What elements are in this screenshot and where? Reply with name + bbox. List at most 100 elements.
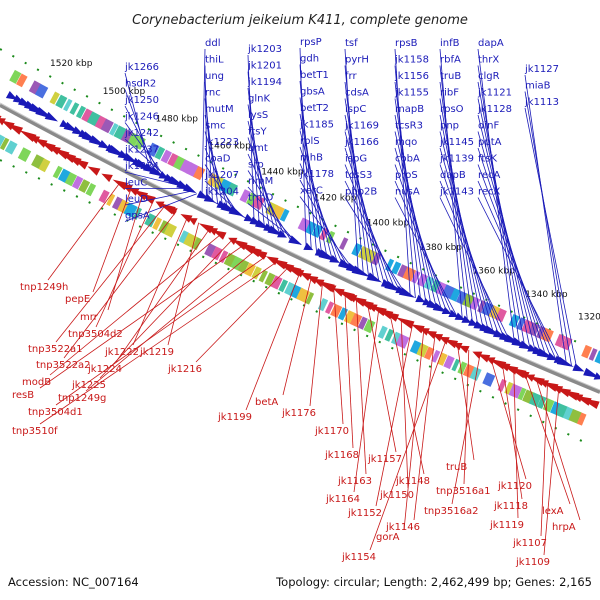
outer-colored-feature	[357, 245, 369, 260]
inner-colored-feature	[106, 193, 116, 207]
gene-label-jk1185: jk1185	[299, 120, 334, 131]
outer-colored-feature	[179, 159, 193, 174]
reverse-arrow-feature	[383, 311, 400, 322]
forward-label-line	[247, 203, 302, 246]
forward-label-line	[299, 80, 317, 253]
gene-label-jk1176: jk1176	[281, 408, 316, 419]
reverse-arrow-feature	[180, 214, 193, 223]
inner-colored-feature	[469, 366, 482, 381]
reverse-label-line	[63, 211, 177, 359]
forward-gene-labels: jk1266 hsdR2 jk1250 jk1246 jk1242 jk1237 jk123…	[124, 37, 559, 222]
gene-label-jk1169: jk1169	[344, 121, 379, 132]
gene-label-jk1107: jk1107	[512, 538, 547, 549]
inner-colored-feature	[258, 269, 268, 283]
forward-arrow-feature	[288, 235, 303, 245]
forward-label-line	[247, 87, 265, 228]
reverse-label-line	[490, 359, 527, 480]
gene-label-jk1219: jk1219	[139, 347, 174, 358]
reverse-arrow-feature	[155, 201, 165, 209]
outer-colored-feature	[581, 344, 593, 359]
gene-label-bett2: betT2	[300, 103, 329, 114]
reverse-label-line	[132, 216, 188, 346]
gene-label-jk1237: jk1237	[124, 145, 159, 156]
inner-colored-feature	[123, 202, 138, 218]
forward-label-line	[439, 164, 500, 336]
outer-colored-feature	[127, 132, 140, 147]
forward-arrow-feature	[593, 372, 600, 380]
reverse-arrow-feature	[34, 138, 48, 148]
reverse-label-line	[49, 233, 222, 376]
gene-label-jk1148: jk1148	[395, 476, 430, 487]
reverse-label-line	[107, 194, 143, 311]
gene-label-jk1146: jk1146	[385, 522, 420, 533]
forward-label-line	[344, 197, 406, 294]
genome-backbone	[0, 103, 600, 394]
reverse-arrow-feature	[28, 135, 41, 144]
reverse-arrow-feature	[101, 173, 113, 183]
gene-label-jk1178: jk1178	[299, 169, 334, 180]
gene-label-pros: proS	[395, 170, 418, 181]
outer-colored-feature	[185, 162, 200, 178]
gene-label-mapb: mapB	[395, 104, 424, 115]
reverse-label-line	[282, 277, 312, 396]
forward-label-line	[124, 155, 177, 184]
reverse-arrow-feature	[315, 280, 335, 292]
outer-colored-feature	[495, 308, 507, 323]
kbp-marker: 1520 kbp	[50, 59, 93, 69]
kbp-marker: 1360 kbp	[472, 267, 515, 277]
reverse-label-line	[344, 293, 354, 449]
reverse-arrow-feature	[198, 223, 214, 234]
gene-label-rnc: rnc	[205, 88, 221, 99]
kbp-marker: 1340 kbp	[525, 290, 568, 300]
gene-label-pnp: pnp	[440, 121, 459, 132]
gene-label-lexa: lexA	[542, 506, 564, 517]
forward-arrow-feature	[303, 242, 314, 251]
forward-label-line	[344, 65, 364, 275]
reverse-arrow-feature	[560, 389, 580, 401]
reverse-arrow-feature	[376, 308, 394, 320]
outer-colored-feature	[9, 69, 22, 84]
gene-label-mqo: mqo	[395, 137, 417, 148]
gene-label-tcss3: tcsS3	[345, 170, 372, 181]
gene-label-jk1222: jk1222	[104, 347, 139, 358]
kbp-scale: 1520 kbp 1500 kbp 1480 kbp 1460 kbp 1440 kbp…	[50, 59, 600, 322]
inner-colored-feature	[0, 137, 10, 151]
gene-label-jk1216: jk1216	[167, 364, 202, 375]
gene-label-jk1201: jk1201	[247, 61, 282, 72]
forward-label-line	[439, 65, 468, 322]
kbp-marker: 1380 kbp	[420, 243, 463, 253]
reverse-label-line	[99, 239, 233, 379]
outer-colored-feature	[339, 237, 349, 250]
inner-colored-feature	[210, 246, 223, 261]
reverse-arrow-feature	[350, 296, 367, 307]
outer-colored-feature	[63, 98, 73, 112]
inner-colored-feature	[163, 222, 178, 238]
inner-colored-feature	[251, 266, 262, 280]
reverse-label-line	[451, 354, 481, 505]
forward-label-line	[477, 197, 562, 362]
reverse-arrow-feature	[356, 299, 374, 311]
reverse-arrow-feature	[72, 158, 89, 170]
reverse-arrow-feature	[277, 261, 295, 273]
forward-label-line	[299, 130, 333, 260]
reverse-arrow-feature	[66, 155, 82, 166]
reverse-label-line	[85, 250, 256, 392]
gene-label-jk1234: jk1234	[124, 161, 159, 172]
forward-label-line	[201, 48, 206, 197]
inner-colored-feature	[357, 316, 368, 330]
inner-colored-feature	[457, 361, 468, 375]
inner-colored-feature	[349, 312, 363, 328]
forward-arrow-feature	[351, 265, 371, 278]
gene-label-dapa: dapA	[478, 38, 504, 49]
reverse-arrow-feature	[438, 336, 450, 345]
outer-colored-feature	[245, 192, 258, 207]
gene-label-resb: resB	[12, 390, 34, 401]
inner-colored-feature	[57, 168, 71, 183]
gene-label-miab: miaB	[525, 81, 551, 92]
reverse-arrow-feature	[488, 358, 507, 370]
gene-features	[0, 69, 600, 426]
gene-label-modb: modB	[22, 377, 51, 388]
inner-colored-feature	[223, 252, 237, 268]
reverse-label-line	[353, 309, 380, 493]
